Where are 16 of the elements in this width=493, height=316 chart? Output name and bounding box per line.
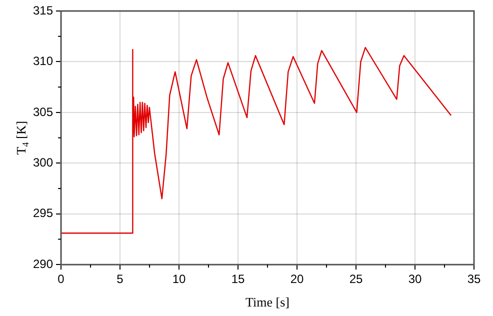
x-tick-label: 10 bbox=[172, 272, 186, 286]
x-tick-label: 0 bbox=[58, 272, 65, 286]
x-tick-label: 15 bbox=[231, 272, 246, 286]
x-tick-label: 25 bbox=[349, 272, 363, 286]
y-tick-label: 300 bbox=[32, 155, 54, 170]
y-axis-title: T4 [K] bbox=[13, 120, 30, 155]
y-tick-label: 310 bbox=[32, 54, 54, 68]
x-tick-label: 20 bbox=[290, 272, 304, 286]
y-tick-label: 315 bbox=[32, 3, 54, 18]
x-tick-label: 35 bbox=[467, 272, 481, 286]
y-tick-label: 290 bbox=[32, 256, 54, 271]
x-tick-label: 30 bbox=[408, 272, 422, 286]
y-tick-label: 295 bbox=[32, 206, 54, 220]
x-tick-label: 5 bbox=[116, 272, 124, 286]
y-tick-label: 305 bbox=[32, 104, 54, 119]
x-axis-title: Time [s] bbox=[246, 294, 290, 310]
